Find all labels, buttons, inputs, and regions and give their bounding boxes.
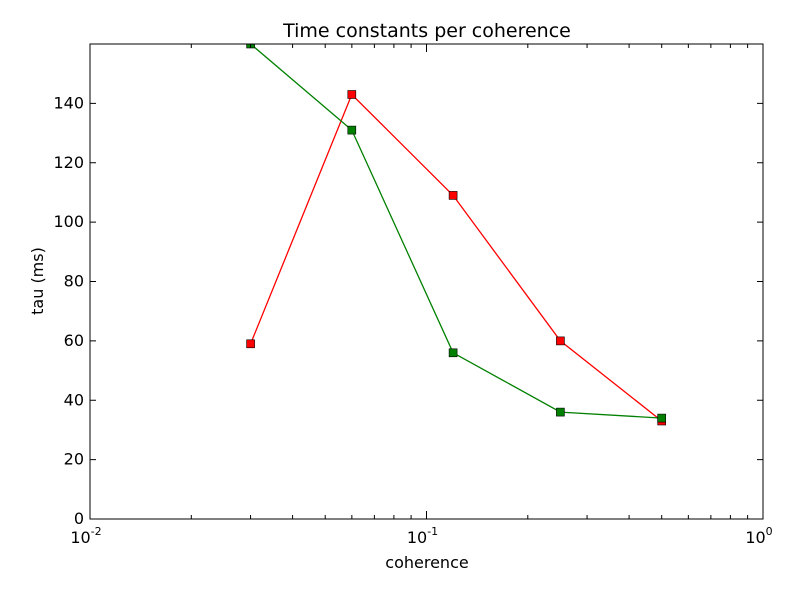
chart-title: Time constants per coherence: [282, 20, 571, 42]
y-tick-label: 120: [53, 153, 84, 172]
series-2-line: [250, 44, 662, 419]
y-axis-label: tau (ms): [28, 247, 47, 315]
series-2-point: [448, 348, 458, 358]
y-tick-label: 60: [64, 331, 84, 350]
x-tick-label: 10-2: [70, 525, 101, 547]
series-1-point: [448, 191, 458, 200]
y-tick-label: 0: [74, 509, 84, 528]
series-1-line: [249, 93, 663, 422]
plot-frame: [89, 43, 764, 520]
series-2-point: [556, 407, 565, 417]
y-tick-label: 20: [64, 450, 84, 469]
y-tick-label: 40: [64, 390, 84, 409]
series-2-point: [657, 413, 667, 423]
y-tick-label: 140: [53, 93, 84, 112]
x-tick-label: 10-1: [407, 525, 438, 547]
y-tick-label: 100: [53, 212, 84, 231]
x-tick-label: 100: [745, 525, 772, 547]
plot-area: 0 20 40 60 80 100 120 140 10-2 10-1 100: [53, 43, 773, 547]
series-1-point: [556, 336, 565, 346]
series-group: [246, 44, 667, 426]
y-tick-label: 80: [64, 272, 84, 291]
series-1-point: [347, 90, 357, 99]
series-2-point: [347, 125, 357, 135]
x-axis-label: coherence: [385, 553, 468, 572]
series-1-point: [246, 339, 255, 349]
